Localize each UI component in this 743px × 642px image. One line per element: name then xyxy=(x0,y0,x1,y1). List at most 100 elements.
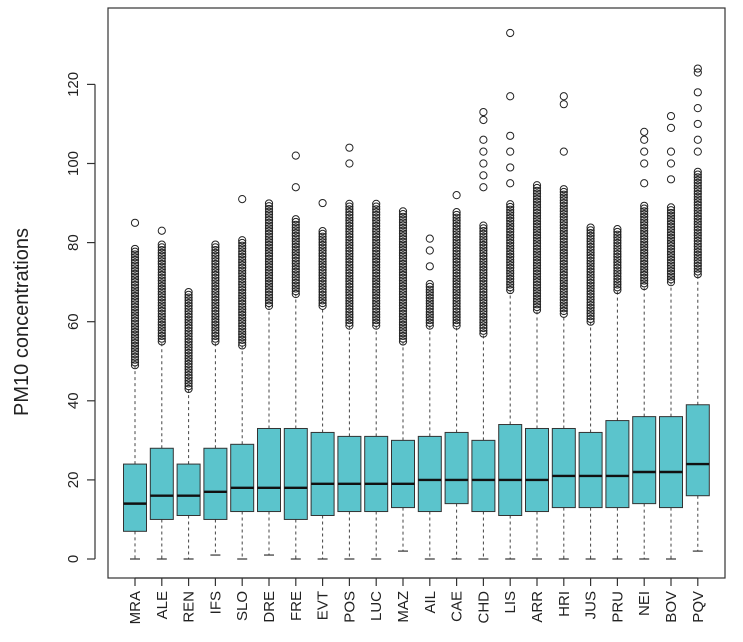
outlier-point xyxy=(479,271,488,280)
outlier-point xyxy=(157,254,166,263)
outlier-point xyxy=(506,147,515,156)
outlier-point xyxy=(157,309,166,318)
outlier-point xyxy=(264,240,274,250)
outlier-point xyxy=(238,308,247,317)
outlier-point xyxy=(666,244,676,254)
outlier-point xyxy=(452,293,461,303)
outlier-point xyxy=(506,92,515,101)
outlier-point xyxy=(238,263,247,273)
outlier-point xyxy=(559,309,568,318)
outlier-point xyxy=(264,271,274,280)
outlier-point xyxy=(238,291,247,300)
outlier-point xyxy=(157,246,166,255)
outlier-point xyxy=(693,250,702,259)
x-tick-label-ale: ALE xyxy=(154,591,171,619)
outlier-point xyxy=(532,258,542,267)
outlier-point xyxy=(586,270,595,279)
outlier-point xyxy=(372,293,381,303)
outlier-point xyxy=(532,222,542,231)
outlier-point xyxy=(452,244,461,253)
outlier-point xyxy=(586,264,595,274)
outlier-point xyxy=(211,279,220,288)
outlier-point xyxy=(130,280,140,290)
outlier-point xyxy=(693,173,702,182)
outlier-point xyxy=(184,340,193,349)
outlier-point xyxy=(264,235,274,244)
outlier-point xyxy=(130,291,140,301)
outlier-point xyxy=(693,195,702,204)
outlier-point xyxy=(479,107,488,117)
outlier-point xyxy=(291,229,300,238)
outlier-point xyxy=(238,285,247,295)
outlier-point xyxy=(184,343,193,352)
outliers xyxy=(559,92,568,318)
outlier-point xyxy=(532,203,542,212)
outlier-point xyxy=(184,307,193,316)
outlier-point xyxy=(157,248,166,257)
outlier-point xyxy=(291,234,300,243)
outlier-point xyxy=(693,212,702,221)
outlier-point xyxy=(184,287,193,297)
box-chd xyxy=(471,107,496,560)
outlier-point xyxy=(586,245,595,254)
outlier-point xyxy=(693,192,702,201)
outlier-point xyxy=(184,376,193,385)
outlier-point xyxy=(666,225,676,234)
y-tick-label-0: 0 xyxy=(65,555,82,563)
outlier-point xyxy=(640,229,649,238)
outlier-point xyxy=(264,215,274,225)
outlier-point xyxy=(532,230,542,240)
outlier-point xyxy=(264,285,274,294)
outlier-point xyxy=(559,237,568,246)
outlier-point xyxy=(157,323,166,332)
outlier-point xyxy=(398,320,408,329)
outlier-point xyxy=(345,321,354,330)
outlier-point xyxy=(586,237,595,246)
outliers xyxy=(586,223,595,326)
outlier-point xyxy=(291,259,300,268)
outlier-point xyxy=(506,233,515,242)
outlier-point xyxy=(506,266,515,275)
outlier-point xyxy=(184,362,193,371)
outlier-point xyxy=(238,321,247,331)
outlier-point xyxy=(291,253,300,263)
outlier-point xyxy=(130,300,140,309)
outlier-point xyxy=(345,241,354,250)
outlier-point xyxy=(345,316,354,325)
outlier-point xyxy=(345,268,354,278)
outlier-point xyxy=(479,312,488,322)
outlier-point xyxy=(452,302,461,311)
outlier-point xyxy=(238,324,247,333)
outlier-point xyxy=(318,240,327,250)
outlier-point xyxy=(559,254,568,263)
outlier-point xyxy=(640,215,649,224)
outlier-point xyxy=(130,258,140,267)
outlier-point xyxy=(640,159,649,168)
outlier-point xyxy=(479,321,488,330)
outlier-point xyxy=(345,266,354,275)
outlier-point xyxy=(372,202,381,211)
outlier-point xyxy=(452,288,461,297)
outlier-point xyxy=(264,254,274,263)
outlier-point xyxy=(532,200,542,209)
outlier-point xyxy=(559,190,568,199)
outlier-point xyxy=(666,175,676,184)
outlier-point xyxy=(238,272,247,281)
outlier-point xyxy=(640,212,649,221)
outlier-point xyxy=(559,268,568,277)
outlier-point xyxy=(211,262,220,271)
outlier-point xyxy=(184,335,193,344)
outlier-point xyxy=(130,250,140,259)
outliers xyxy=(452,191,461,330)
outlier-point xyxy=(238,341,247,350)
outlier-point xyxy=(693,198,702,207)
outlier-point xyxy=(184,346,193,355)
outlier-point xyxy=(130,261,140,270)
box-cae xyxy=(444,191,469,560)
outlier-point xyxy=(452,208,461,217)
outlier-point xyxy=(130,347,140,356)
outlier-point xyxy=(372,249,381,258)
outlier-point xyxy=(559,221,568,230)
outlier-point xyxy=(559,92,568,101)
outlier-point xyxy=(666,250,676,259)
